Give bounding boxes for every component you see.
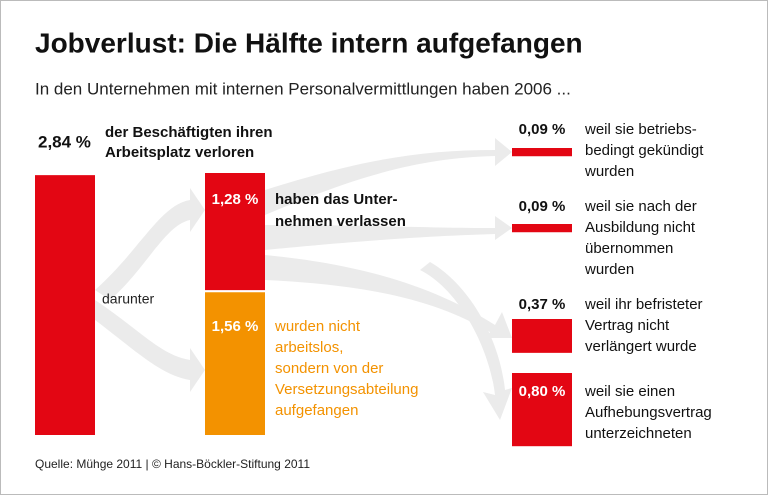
label-line: wurden	[584, 163, 634, 180]
label-line: Ausbildung nicht	[585, 219, 696, 236]
bar	[205, 292, 265, 435]
label-line: der Beschäftigten ihren	[105, 124, 273, 141]
label-line: wurden	[584, 261, 634, 278]
value-label: 0,09 %	[519, 121, 566, 138]
bar	[35, 175, 95, 435]
label-line: übernommen	[585, 240, 673, 257]
value-label: 1,28 %	[212, 191, 259, 208]
bar	[512, 148, 572, 157]
label-line: bedingt gekündigt	[585, 142, 704, 159]
label-line: haben das Unter-	[275, 191, 398, 208]
label-line: wurden nicht	[274, 318, 361, 335]
title: Jobverlust: Die Hälfte intern aufgefange…	[35, 27, 583, 58]
label-line: weil sie nach der	[584, 198, 697, 215]
label-line: aufgefangen	[275, 402, 358, 419]
bar	[512, 373, 572, 447]
label-line: unterzeichneten	[585, 425, 692, 442]
label-line: Vertrag nicht	[585, 317, 670, 334]
split-label: darunter	[102, 291, 154, 307]
value-label: 0,37 %	[519, 296, 566, 313]
value-label: 0,09 %	[519, 198, 566, 215]
source: Quelle: Mühge 2011 | © Hans-Böckler-Stif…	[35, 457, 310, 471]
flow-arrows	[95, 138, 512, 420]
label-line: Versetzungsabteilung	[275, 381, 418, 398]
label-line: arbeitslos,	[275, 339, 343, 356]
label-line: Aufhebungsvertrag	[585, 404, 712, 421]
label-line: nehmen verlassen	[275, 213, 406, 230]
bar	[205, 173, 265, 291]
bar	[512, 224, 572, 233]
bar	[512, 319, 572, 353]
label-line: Arbeitsplatz verloren	[105, 144, 254, 161]
label-line: sondern von der	[275, 360, 383, 377]
value-label: 2,84 %	[38, 132, 91, 151]
label-line: verlängert wurde	[585, 338, 697, 355]
subtitle: In den Unternehmen mit internen Personal…	[35, 79, 571, 98]
value-label: 1,56 %	[212, 318, 259, 335]
label-line: weil ihr befristeter	[584, 296, 703, 313]
label-line: weil sie einen	[584, 383, 675, 400]
label-line: weil sie betriebs-	[584, 121, 697, 138]
value-label: 0,80 %	[519, 383, 566, 400]
